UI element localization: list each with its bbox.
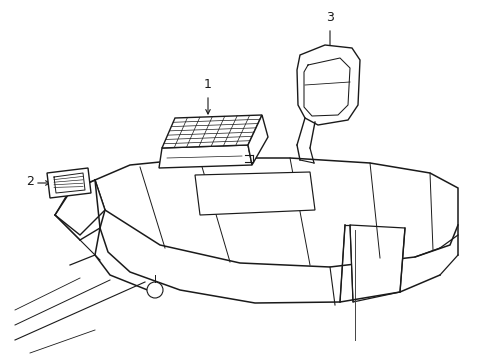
Polygon shape [95,158,457,267]
Polygon shape [247,115,267,165]
Text: 1: 1 [203,78,211,91]
Polygon shape [162,115,262,148]
Polygon shape [296,45,359,125]
Polygon shape [55,180,105,235]
Text: 3: 3 [325,11,333,24]
Circle shape [147,282,163,298]
Polygon shape [349,225,404,302]
Polygon shape [47,168,91,198]
Polygon shape [195,172,314,215]
Polygon shape [159,145,251,168]
Text: 2: 2 [26,175,34,188]
